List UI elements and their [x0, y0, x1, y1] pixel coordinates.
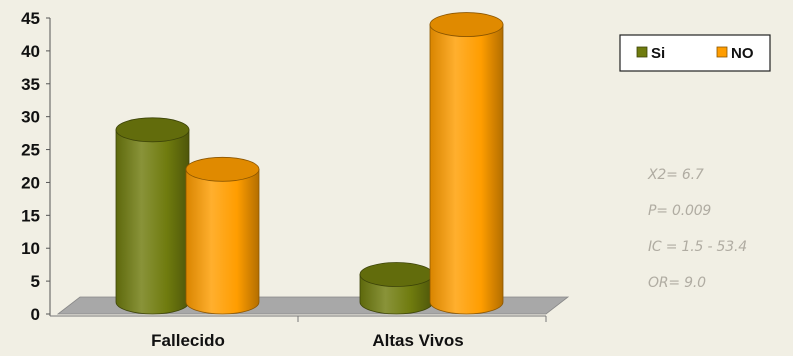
legend: Si NO	[619, 34, 771, 72]
y-tick-label: 10	[21, 239, 40, 258]
p-value-annotation: P= 0.009	[648, 203, 712, 219]
y-tick-label: 5	[31, 272, 40, 291]
legend-label-si: Si	[651, 45, 665, 62]
bar-top-no-altas-vivos	[429, 12, 504, 37]
x-category-label: Fallecido	[151, 331, 225, 350]
bar-no-fallecido	[185, 168, 260, 315]
x-category-label: Altas Vivos	[372, 331, 463, 350]
bars	[115, 12, 504, 315]
y-tick-label: 0	[31, 305, 40, 324]
y-axis: 0 5 10 15 20 25 30 35 40 45	[21, 9, 51, 324]
y-tick-label: 35	[21, 75, 40, 94]
chi-square-annotation: X2= 6.7	[648, 167, 704, 183]
y-tick-label: 20	[21, 173, 40, 192]
y-tick-label: 15	[21, 206, 40, 225]
bar-si-fallecido	[115, 129, 190, 315]
y-tick-label: 25	[21, 141, 40, 160]
bar-top-si-altas-vivos	[359, 262, 434, 287]
legend-label-no: NO	[731, 45, 754, 62]
bar-top-si-fallecido	[115, 117, 190, 143]
confidence-interval-annotation: IC = 1.5 - 53.4	[648, 239, 747, 255]
legend-swatch-si	[636, 46, 648, 58]
y-tick-label: 40	[21, 42, 40, 61]
y-tick-label: 45	[21, 9, 40, 28]
statistics-annotations: X2= 6.7 P= 0.009 IC = 1.5 - 53.4 OR= 9.0	[648, 166, 788, 310]
x-axis-labels: Fallecido Altas Vivos	[151, 331, 464, 350]
bar-no-altas-vivos	[429, 24, 504, 315]
legend-swatch-no	[716, 46, 728, 58]
y-tick-label: 30	[21, 108, 40, 127]
odds-ratio-annotation: OR= 9.0	[648, 275, 706, 291]
bar-top-no-fallecido	[185, 156, 260, 182]
